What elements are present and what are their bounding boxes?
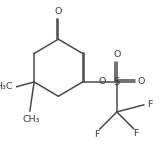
Text: CH₃: CH₃	[23, 115, 40, 125]
Text: F: F	[147, 100, 152, 109]
Text: F: F	[133, 129, 138, 138]
Text: O: O	[113, 50, 121, 59]
Text: H₃C: H₃C	[0, 83, 13, 91]
Text: O: O	[98, 77, 106, 87]
Text: S: S	[114, 77, 120, 87]
Text: F: F	[94, 130, 99, 139]
Text: O: O	[137, 77, 145, 87]
Text: O: O	[55, 7, 62, 16]
